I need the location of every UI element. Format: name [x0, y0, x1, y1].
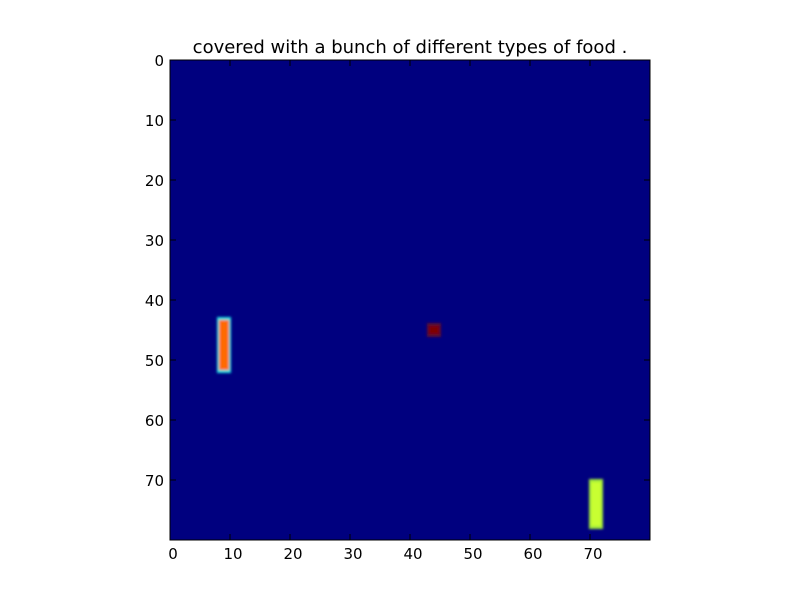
y-tick-label: 60	[145, 412, 164, 430]
heatmap-blob	[427, 323, 441, 337]
y-tick-label: 20	[145, 172, 164, 190]
x-tick-label: 40	[403, 545, 422, 563]
heatmap-blob	[217, 317, 231, 373]
heatmap-blob-core	[429, 326, 439, 334]
y-tick-label: 70	[145, 472, 164, 490]
x-tick-label: 60	[523, 545, 542, 563]
y-tick-label: 0	[154, 52, 164, 70]
x-tick-label: 20	[283, 545, 302, 563]
y-tick-label: 10	[145, 112, 164, 130]
chart-title: covered with a bunch of different types …	[193, 37, 628, 58]
axis-ticks: 0 10 20 30 40 50 60 70 0 10 20 30 40 50 60 70	[145, 52, 650, 563]
heatmap-blob-core	[591, 482, 601, 526]
heatmap-blob	[589, 479, 603, 529]
heatmap-blobs	[217, 317, 603, 529]
y-tick-label: 50	[145, 352, 164, 370]
y-tick-label: 30	[145, 232, 164, 250]
heatmap-blob-core	[219, 320, 229, 370]
plot-frame	[169, 59, 651, 541]
x-tick-label: 70	[583, 545, 602, 563]
x-tick-label: 30	[343, 545, 362, 563]
x-tick-label: 50	[463, 545, 482, 563]
y-tick-label: 40	[145, 292, 164, 310]
plot-area	[170, 60, 650, 540]
x-tick-label: 10	[223, 545, 242, 563]
x-tick-label: 0	[168, 545, 178, 563]
